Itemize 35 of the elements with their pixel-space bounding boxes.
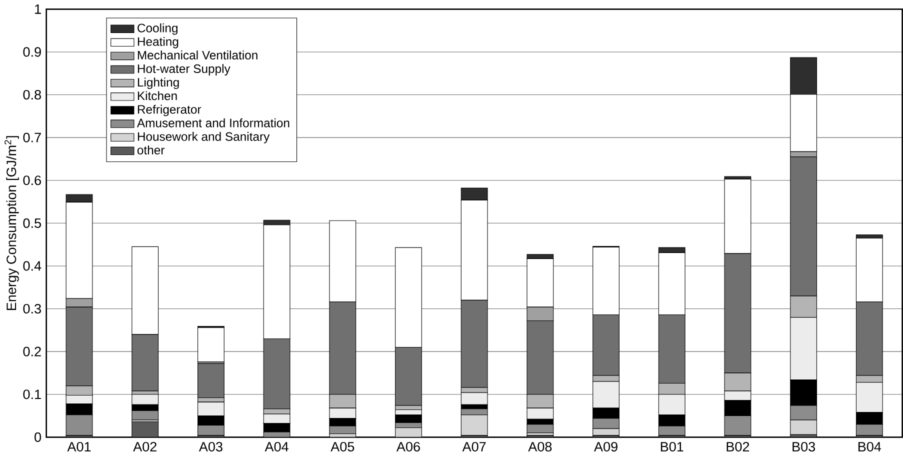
y-tick-label: 0.6 xyxy=(23,176,41,186)
legend-label: Heating xyxy=(138,36,178,48)
x-tick-label: A04 xyxy=(264,442,288,452)
y-tick-label: 1 xyxy=(35,4,41,14)
x-tick-label: A01 xyxy=(67,442,91,452)
legend-label: Mechanical Ventilation xyxy=(138,50,258,60)
y-tick-label: 0.2 xyxy=(23,346,41,356)
y-tick-label: 0.8 xyxy=(23,90,41,100)
x-tick-label: B04 xyxy=(858,442,882,452)
y-tick-label: 0.9 xyxy=(23,47,41,57)
y-tick-label: 0.4 xyxy=(23,261,42,271)
x-tick-label: A02 xyxy=(133,442,156,452)
x-tick-label: A08 xyxy=(528,442,552,452)
x-tick-label: A06 xyxy=(396,442,420,452)
x-tick-label: A09 xyxy=(594,442,618,452)
y-tick-label: 0 xyxy=(34,432,42,442)
legend-label: Amusement and Information xyxy=(136,118,290,128)
legend-label: Housework and Sanitary xyxy=(138,132,270,144)
y-tick-label: 0.5 xyxy=(23,218,41,228)
legend-label: Refrigerator xyxy=(138,104,202,116)
legend-label: Kitchen xyxy=(138,91,177,100)
legend-label: Hot-water Supply xyxy=(138,64,230,76)
legend-label: Cooling xyxy=(138,23,178,35)
y-tick-label: 0.7 xyxy=(23,132,41,142)
y-tick-label: 0.1 xyxy=(23,390,41,400)
x-tick-label: A05 xyxy=(330,442,354,452)
x-tick-label: B01 xyxy=(660,442,684,452)
x-tick-label: A03 xyxy=(198,442,222,452)
y-axis-title: Energy Consumption [GJ/m$^{2}$] xyxy=(4,136,19,310)
x-tick-label: B02 xyxy=(726,442,750,452)
legend-label: Lighting xyxy=(138,78,179,90)
legend-label: other xyxy=(137,145,165,154)
x-tick-label: B03 xyxy=(792,442,816,452)
x-tick-label: A07 xyxy=(462,442,486,452)
y-tick-label: 0.3 xyxy=(23,304,41,314)
